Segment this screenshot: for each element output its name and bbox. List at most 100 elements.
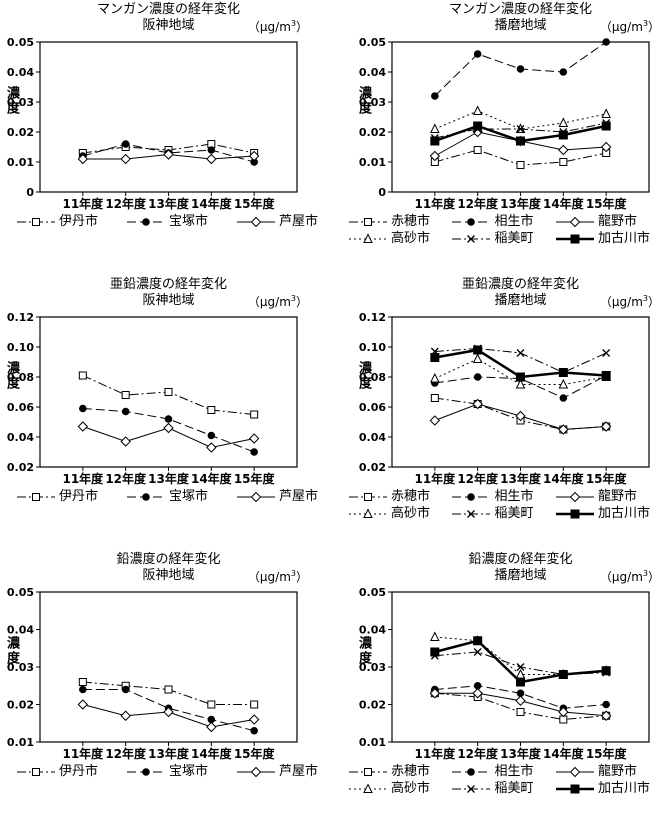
series-marker-square-open (516, 708, 525, 716)
series-marker-square-filled (558, 130, 568, 140)
legend-label: 相生市 (494, 764, 534, 779)
legend-label: 芦屋市 (278, 489, 318, 504)
series-marker-triangle-open (601, 108, 611, 118)
series-marker-circle-filled (142, 218, 150, 226)
plot-wrapper: 濃度 0.02 0.04 0.06 0.08 0.10 0.12 11年度 12年度 13年度 1… (332, 311, 664, 489)
series-marker-circle-filled (516, 65, 525, 73)
series-marker-triangle-open (515, 378, 526, 389)
series-marker-diamond-open (558, 706, 569, 718)
series-marker-diamond-open (569, 766, 581, 778)
plot-wrapper: 濃度 0 0.01 0.02 0.03 0.04 0.05 11年度 12年度 13年度 14年度… (332, 36, 664, 214)
series-marker-square-filled (601, 121, 611, 131)
plot-area: 0.02 0.04 0.06 0.08 0.10 0.12 11年度 12年度 13年度 14年度… (7, 311, 298, 486)
x-tick-label: 13年度 (500, 471, 542, 486)
y-tick-label: 0.12 (7, 311, 34, 324)
plot-wrapper: 濃度 0.01 0.02 0.03 0.04 0.05 11年度 12年度 13年度 14年度 1… (332, 586, 664, 764)
legend-label: 伊丹市 (59, 764, 99, 779)
chart-subtitle: 播磨地域 (494, 293, 547, 308)
unit-base: μg/m (259, 295, 291, 309)
legend-item: 稲美町 (451, 231, 534, 247)
series-marker-circle-filled (431, 92, 439, 100)
y-tick-label: 0.02 (7, 699, 34, 712)
series-marker-x (467, 510, 476, 518)
chart-panel: マンガン濃度の経年変化 阪神地域 （μg/m3） 濃度 0 0.01 0.02 0.0… (0, 0, 332, 275)
series-marker-diamond-open (472, 398, 483, 410)
series-marker-x (473, 648, 482, 656)
unit-close-paren: ） (647, 20, 660, 34)
unit-exponent: 3 (290, 19, 296, 28)
legend-label: 高砂市 (391, 231, 431, 246)
series-marker-diamond-open (429, 415, 441, 426)
legend-label: 龍野市 (597, 489, 637, 504)
series-marker-diamond-open (77, 421, 89, 432)
unit-close-paren: ） (295, 295, 308, 309)
y-axis-label: 濃度 (4, 361, 19, 391)
series-marker-square-open (364, 768, 372, 776)
series-marker-diamond-open (515, 695, 526, 706)
unit-label: （μg/m3） (248, 18, 308, 35)
chart-panel: 亜鉛濃度の経年変化 播磨地域 （μg/m3） 濃度 0.02 0.04 0.06 0.… (332, 275, 664, 550)
series-marker-circle-filled (121, 140, 130, 148)
unit-open-paren: （ (599, 295, 612, 309)
y-tick-label: 0.03 (359, 96, 386, 109)
legend-label: 芦屋市 (278, 764, 318, 779)
series-marker-triangle-open (363, 508, 373, 518)
y-tick-label: 0.03 (7, 96, 34, 109)
legend-line-sample (236, 766, 275, 778)
series-marker-triangle-open (430, 631, 440, 641)
series-marker-diamond-open (472, 688, 483, 699)
x-tick-label: 15年度 (586, 471, 628, 486)
x-tick-label: 15年度 (234, 746, 276, 761)
unit-base: μg/m (611, 295, 643, 309)
series-marker-diamond-open (600, 421, 612, 432)
legend-item: 芦屋市 (236, 214, 318, 230)
series-marker-triangle-open (430, 372, 440, 383)
legend-item: 宝塚市 (126, 489, 208, 505)
series-marker-square-open (78, 678, 87, 686)
legend-label: 宝塚市 (168, 214, 208, 229)
series-marker-circle-filled (79, 685, 87, 694)
legend-label: 稲美町 (494, 231, 534, 246)
legend-label: 加古川市 (597, 781, 650, 796)
legend-label: 相生市 (494, 214, 534, 229)
legend-line-sample (17, 493, 55, 501)
series-marker-diamond-open (120, 436, 131, 447)
legend-line-sample (349, 233, 387, 243)
series-marker-diamond-open (250, 216, 262, 228)
chart-subtitle-row: 阪神地域 （μg/m3） (0, 568, 332, 586)
y-tick-label: 0.01 (359, 156, 386, 169)
plot-area: 0.01 0.02 0.03 0.04 0.05 11年度 12年度 13年度 14年度 15年度 (7, 586, 298, 761)
series-marker-circle-filled (559, 68, 568, 76)
y-tick-label: 0.04 (7, 66, 34, 79)
legend-item: 高砂市 (348, 231, 430, 247)
legend-item: 加古川市 (555, 781, 650, 797)
x-tick-label: 15年度 (234, 196, 276, 211)
legend-label: 相生市 (494, 489, 534, 504)
legend-item: 伊丹市 (16, 214, 98, 230)
unit-exponent: 3 (642, 19, 648, 28)
legend-item: 伊丹市 (16, 764, 98, 780)
unit-base: μg/m (611, 570, 643, 584)
series-marker-diamond-open (77, 699, 89, 710)
x-tick-label: 13年度 (148, 746, 190, 761)
legend-label: 龍野市 (597, 214, 637, 229)
unit-exponent: 3 (642, 569, 648, 578)
legend-item: 稲美町 (451, 781, 534, 797)
series-line (82, 143, 255, 163)
y-tick-label: 0.06 (7, 401, 34, 414)
unit-open-paren: （ (599, 20, 612, 34)
chart-subtitle: 阪神地域 (142, 293, 195, 308)
series-marker-diamond-open (429, 688, 441, 699)
legend-line-sample (236, 216, 275, 228)
series-marker-square-open (473, 146, 482, 154)
y-tick-label: 0.04 (359, 624, 386, 637)
plot-wrapper: 濃度 0.02 0.04 0.06 0.08 0.10 0.12 11年度 12年度 13年度 1… (0, 311, 332, 489)
legend: 赤穂市 相生市 龍野市 高砂市 稲美町 加古川市 (332, 214, 664, 247)
legend-line-sample (126, 218, 165, 226)
plot-border (391, 316, 650, 468)
y-tick-label: 0.01 (359, 736, 386, 749)
unit-open-paren: （ (247, 295, 260, 309)
series-marker-square-open (364, 218, 372, 226)
chart-title: マンガン濃度の経年変化 (448, 2, 592, 17)
y-tick-label: 0.10 (7, 341, 34, 354)
